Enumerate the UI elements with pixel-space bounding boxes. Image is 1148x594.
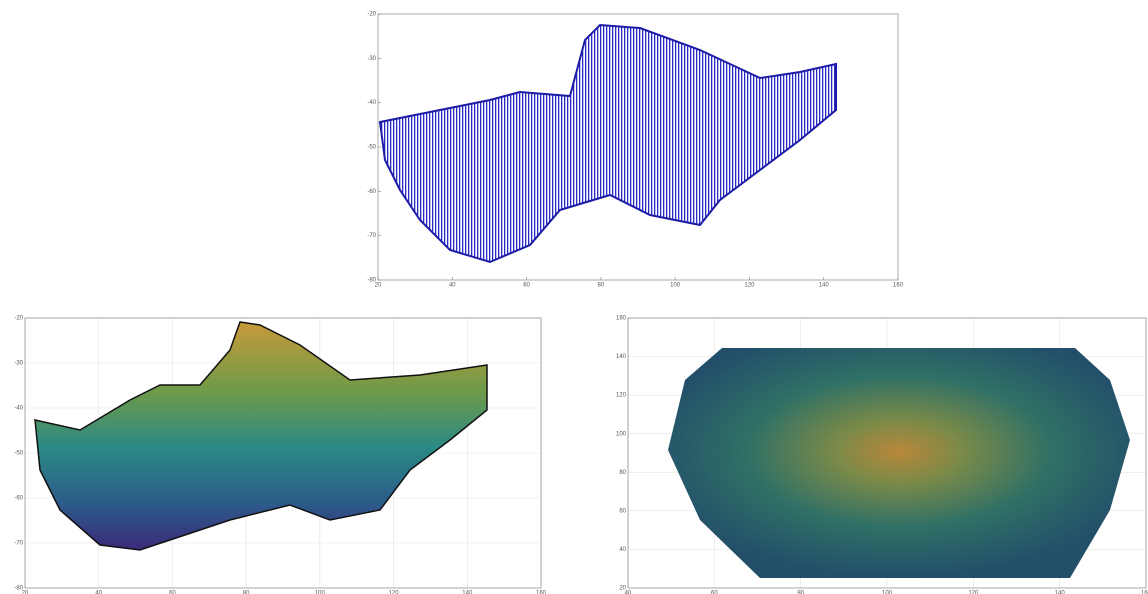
x-tick-label: 120 [744,283,755,289]
x-tick-label: 100 [882,591,893,594]
x-tick-label: 40 [449,283,456,289]
x-tick-label: 120 [389,591,400,594]
x-tick-label: 100 [315,591,326,594]
y-tick-label: -70 [14,541,23,547]
x-tick-label: 60 [169,591,176,594]
y-tick-label: -20 [367,12,376,18]
y-tick-label: -80 [14,586,23,592]
x-tick-label: 140 [1055,591,1066,594]
y-tick-label: -40 [367,100,376,106]
y-tick-label: -40 [14,406,23,412]
face-depth-map [668,348,1130,578]
x-tick-label: 80 [598,283,605,289]
y-tick-label: 40 [619,547,626,553]
y-tick-label: -30 [367,56,376,62]
y-tick-label: -70 [367,233,376,239]
x-tick-label: 120 [968,591,979,594]
point-cloud [380,25,836,262]
x-tick-label: 160 [893,283,904,289]
y-tick-label: 60 [619,508,626,514]
y-tick-label: -60 [367,189,376,195]
x-tick-label: 60 [523,283,530,289]
y-tick-label: 80 [619,470,626,476]
y-tick-label: 20 [619,586,626,592]
y-tick-label: -50 [367,145,376,151]
figure: 20 40 60 80 100 120 140 160 -20 -30 -40 -50 -60 -70 -8… [0,0,1148,594]
x-tick-label: 80 [243,591,250,594]
x-tick-label: 60 [711,591,718,594]
x-tick-label: 80 [797,591,804,594]
x-tick-label: 140 [819,283,830,289]
x-tick-label: 40 [95,591,102,594]
y-tick-label: -20 [14,316,23,322]
y-tick-label: 100 [616,431,627,437]
y-tick-label: 140 [616,354,627,360]
y-tick-label: -50 [14,451,23,457]
x-tick-label: 140 [462,591,473,594]
y-tick-label: -80 [367,278,376,284]
x-tick-label: 160 [1141,591,1148,594]
y-tick-label: 120 [616,393,627,399]
y-tick-label: -30 [14,361,23,367]
x-tick-label: 160 [536,591,547,594]
y-tick-label: 160 [616,316,627,322]
surface-mesh [35,322,487,550]
y-tick-label: -60 [14,496,23,502]
x-tick-label: 100 [670,283,681,289]
